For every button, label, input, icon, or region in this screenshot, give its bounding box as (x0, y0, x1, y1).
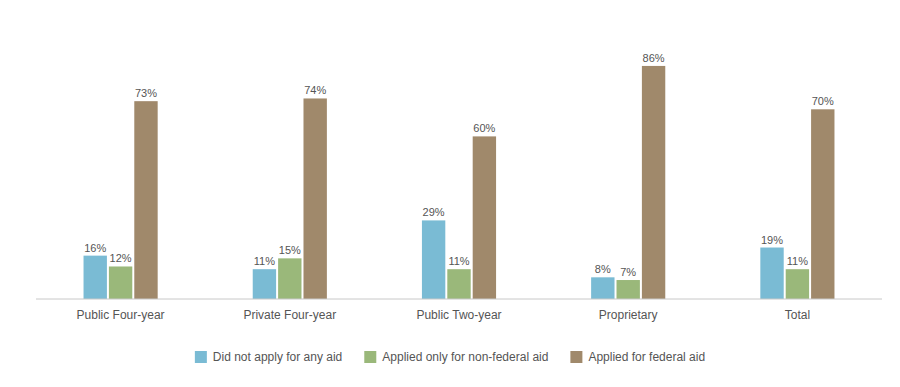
data-label: 73% (135, 87, 157, 99)
data-label: 70% (812, 95, 834, 107)
bar (642, 66, 665, 299)
data-label: 7% (620, 266, 636, 278)
legend-label: Did not apply for any aid (213, 350, 342, 364)
legend-label: Applied only for non-federal aid (382, 350, 548, 364)
x-tick-label: Proprietary (599, 308, 658, 322)
legend-swatch (364, 351, 376, 363)
legend-label: Applied for federal aid (588, 350, 705, 364)
bar (786, 269, 809, 299)
bar (109, 266, 132, 299)
data-labels: 16% 11% 29% 8% 19% 12% 15% 11% 7% 11% 73% 74% 60% 86%… (84, 52, 834, 278)
x-tick-label: Total (785, 308, 810, 322)
data-label: 74% (304, 84, 326, 96)
data-label: 19% (761, 234, 783, 246)
legend-swatch (570, 351, 582, 363)
x-axis (36, 299, 882, 300)
x-tick-label: Private Four-year (243, 308, 336, 322)
legend: Did not apply for any aid Applied only fo… (195, 350, 705, 364)
bar (760, 248, 783, 299)
bar (591, 277, 614, 299)
x-tick-labels: Public Four-year Private Four-year Public … (77, 308, 810, 322)
data-label: 11% (254, 255, 275, 267)
bar (422, 220, 445, 299)
bar (278, 258, 301, 299)
x-tick-label: Public Two-year (416, 308, 501, 322)
data-label: 8% (595, 263, 611, 275)
data-label: 29% (423, 206, 445, 218)
bar (617, 280, 640, 299)
data-label: 11% (448, 255, 469, 267)
legend-swatch (195, 351, 207, 363)
bar (84, 256, 107, 299)
data-label: 60% (473, 122, 495, 134)
x-tick-label: Public Four-year (77, 308, 165, 322)
bar (134, 101, 157, 299)
bar (253, 269, 276, 299)
bar (473, 136, 496, 299)
data-label: 16% (84, 242, 106, 254)
bar (447, 269, 470, 299)
bar (811, 109, 834, 299)
data-label: 15% (279, 244, 301, 256)
chart: 16% 11% 29% 8% 19% 12% 15% 11% 7% 11% 73% 74% 60% 86%… (0, 0, 900, 387)
data-label: 11% (787, 255, 808, 267)
data-label: 86% (643, 52, 665, 64)
bars (84, 66, 835, 299)
data-label: 12% (110, 252, 132, 264)
bar (303, 98, 326, 299)
